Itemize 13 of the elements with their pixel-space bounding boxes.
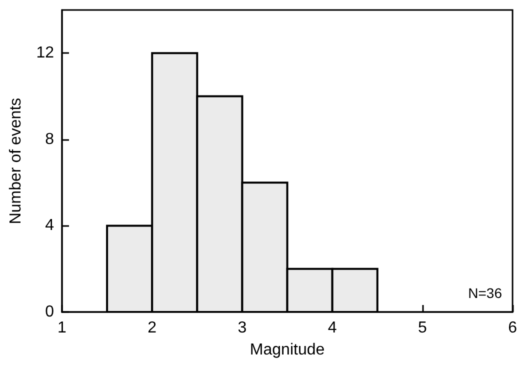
x-tick-label: 4 bbox=[328, 320, 337, 336]
x-axis-title: Magnitude bbox=[250, 342, 325, 358]
y-tick-label: 8 bbox=[45, 130, 54, 148]
y-tick-label: 4 bbox=[45, 217, 54, 234]
x-tick-label: 1 bbox=[58, 320, 67, 336]
y-axis-title: Number of events bbox=[8, 98, 24, 224]
y-tick-label: 12 bbox=[36, 44, 54, 62]
x-tick-label: 5 bbox=[418, 320, 427, 336]
x-tick-label: 3 bbox=[238, 320, 247, 336]
x-tick-label: 6 bbox=[508, 320, 518, 336]
y-tick-label: 0 bbox=[45, 304, 54, 320]
annotation: N=36 bbox=[468, 285, 502, 301]
x-tick-label: 2 bbox=[148, 320, 157, 336]
